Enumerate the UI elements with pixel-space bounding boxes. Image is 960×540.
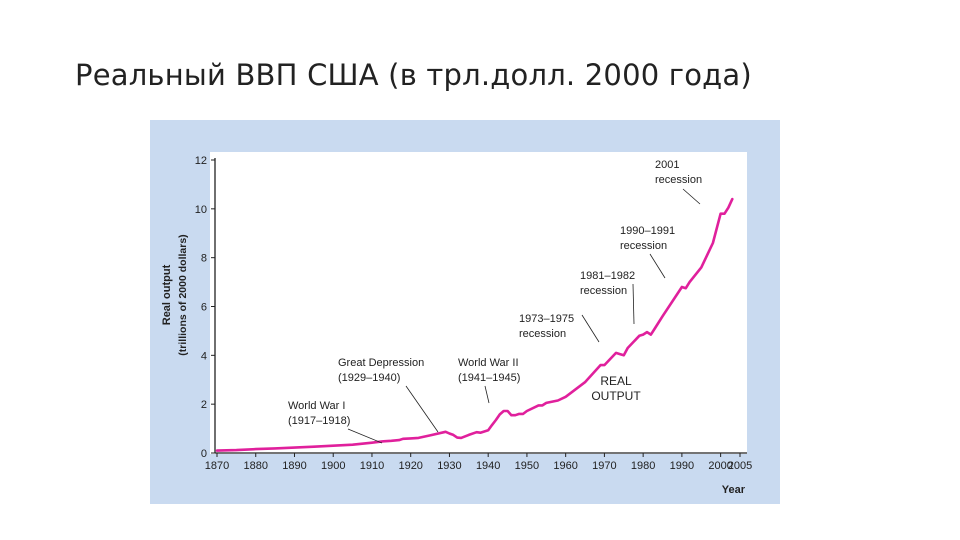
annotation-gd-line2: (1929–1940) [338,372,400,384]
annotation-gd-line1: Great Depression [338,357,424,369]
annotation-ww2-leader [484,385,490,404]
y-axis-label-line2: (trillions of 2000 dollars) [177,234,189,355]
x-tick-label: 1950 [515,460,539,472]
x-tick-label: 2000 [708,460,732,472]
annotation-ww2-line1: World War II [458,357,519,369]
y-tick-label: 12 [195,155,207,167]
y-tick-label: 0 [201,448,207,460]
annotation-1973-line2: recession [519,328,566,340]
x-tick-label: 1970 [592,460,616,472]
annotation-world-war-1: World War I (1917–1918) [288,400,383,444]
annotation-1990-line1: 1990–1991 [620,225,675,237]
annotation-1990-line2: recession [620,240,667,252]
annotation-1981-1982-recession: 1981–1982 recession [580,270,635,325]
annotation-2001-leader [682,188,701,205]
axes-layer [214,158,747,454]
annotation-ww1-line2: (1917–1918) [288,415,350,427]
annotation-ww1-line1: World War I [288,400,345,412]
chart-svg: 1870 1880 1890 1900 1910 1920 1930 1940 1950 1960… [161,152,752,496]
annotation-2001-recession: 2001 recession [655,159,702,205]
x-tick-label: 1890 [282,460,306,472]
slide-title: Реальный ВВП США (в трл.долл. 2000 года) [75,58,752,92]
y-axis-label-line1: Real output [161,264,173,325]
annotation-1981-line1: 1981–1982 [580,270,635,282]
real-output-line [215,197,734,452]
annotation-great-depression: Great Depression (1929–1940) [338,357,439,433]
x-tick-label: 1980 [631,460,655,472]
annotation-2001-line2: recession [655,174,702,186]
annotation-2001-line1: 2001 [655,159,679,171]
plot-background [210,152,747,454]
annotation-1981-line2: recession [580,285,627,297]
x-tick-label: 1930 [437,460,461,472]
x-tick-label: 1990 [670,460,694,472]
series-label-line1: REAL [600,374,632,388]
x-tick-label: 1910 [360,460,384,472]
x-tick-label: 1880 [243,460,267,472]
axis-ticks-layer: 1870 1880 1890 1900 1910 1920 1930 1940 1950 1960… [195,155,752,472]
annotation-1990-leader [649,253,666,279]
annotation-1973-1975-recession: 1973–1975 recession [519,313,600,343]
x-tick-label: 1900 [321,460,345,472]
y-tick-label: 6 [201,302,207,314]
annotation-ww1-leader [347,428,383,444]
annotation-ww2-line2: (1941–1945) [458,372,520,384]
annotation-1990-1991-recession: 1990–1991 recession [620,225,675,279]
chart-figure-panel: 1870 1880 1890 1900 1910 1920 1930 1940 1950 1960… [150,120,780,504]
x-tick-label: 2005 [728,460,752,472]
y-tick-label: 8 [201,253,207,265]
annotation-1981-leader [632,283,635,325]
series-label-line2: OUTPUT [591,389,641,403]
annotation-world-war-2: World War II (1941–1945) [458,357,520,404]
x-tick-label: 1940 [476,460,500,472]
x-tick-label: 1960 [553,460,577,472]
x-tick-label: 1920 [398,460,422,472]
annotation-1973-line1: 1973–1975 [519,313,574,325]
y-tick-label: 4 [201,350,207,362]
annotation-1973-leader [581,314,600,343]
x-tick-label: 1870 [205,460,229,472]
y-tick-label: 10 [195,204,207,216]
annotation-gd-leader [405,385,439,433]
y-tick-label: 2 [201,399,207,411]
x-axis-label: Year [722,484,746,496]
